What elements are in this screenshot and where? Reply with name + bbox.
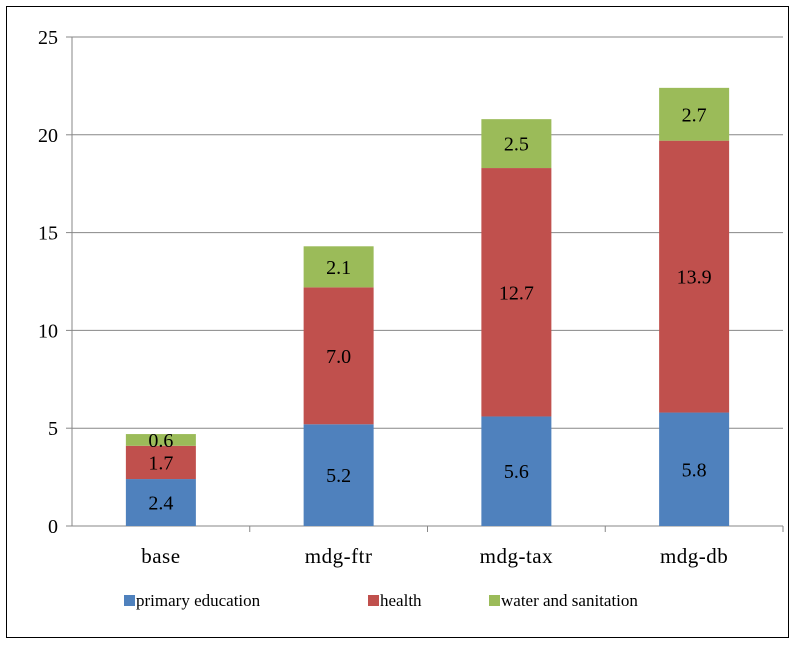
- data-label-mdg-ftr-health: 7.0: [326, 346, 351, 368]
- y-tick-label-0: 0: [48, 516, 58, 538]
- data-label-mdg-tax-primary-education: 5.6: [504, 461, 529, 483]
- legend-label-health: health: [380, 591, 422, 610]
- bar-base-primary-education: [125, 479, 196, 526]
- data-label-mdg-ftr-primary-education: 5.2: [326, 465, 351, 487]
- y-tick-label-4: 20: [38, 125, 58, 147]
- y-tick-label-1: 5: [48, 418, 58, 440]
- x-tick-label-mdg-db: mdg-db: [660, 544, 728, 568]
- data-label-mdg-db-water-and-sanitation: 2.7: [682, 104, 707, 126]
- x-tick-label-base: base: [141, 544, 180, 568]
- x-tick-label-mdg-ftr: mdg-ftr: [305, 544, 373, 568]
- legend-swatch-water-and-sanitation: [489, 595, 500, 606]
- data-label-base-water-and-sanitation: 0.6: [148, 430, 173, 452]
- bar-mdg-ftr-health: [303, 287, 374, 425]
- bar-mdg-tax-primary-education: [481, 416, 552, 526]
- bar-mdg-tax-water-and-sanitation: [481, 119, 552, 169]
- y-tick-label-3: 15: [38, 223, 58, 245]
- bar-mdg-tax-health: [481, 168, 552, 417]
- legend-label-water-and-sanitation: water and sanitation: [501, 591, 638, 610]
- data-label-mdg-db-health: 13.9: [677, 267, 712, 289]
- y-tick-label-2: 10: [38, 320, 58, 342]
- data-label-mdg-ftr-water-and-sanitation: 2.1: [326, 257, 351, 279]
- bar-base-water-and-sanitation: [125, 434, 196, 446]
- data-label-base-primary-education: 2.4: [148, 493, 173, 515]
- bar-base-health: [125, 445, 196, 480]
- legend-swatch-health: [368, 595, 379, 606]
- legend-swatch-primary-education: [124, 595, 135, 606]
- legend-label-primary-education: primary education: [136, 591, 261, 610]
- data-label-base-health: 1.7: [148, 452, 173, 474]
- bar-mdg-ftr-primary-education: [303, 424, 374, 526]
- bar-mdg-db-health: [659, 140, 730, 413]
- data-label-mdg-tax-water-and-sanitation: 2.5: [504, 134, 529, 156]
- y-tick-label-5: 25: [38, 27, 58, 49]
- bar-mdg-db-water-and-sanitation: [659, 87, 730, 141]
- data-label-mdg-tax-health: 12.7: [499, 282, 534, 304]
- x-tick-label-mdg-tax: mdg-tax: [480, 544, 553, 568]
- chart-frame: [6, 6, 789, 638]
- data-label-mdg-db-primary-education: 5.8: [682, 459, 707, 481]
- bar-mdg-ftr-water-and-sanitation: [303, 246, 374, 288]
- bar-mdg-db-primary-education: [659, 412, 730, 526]
